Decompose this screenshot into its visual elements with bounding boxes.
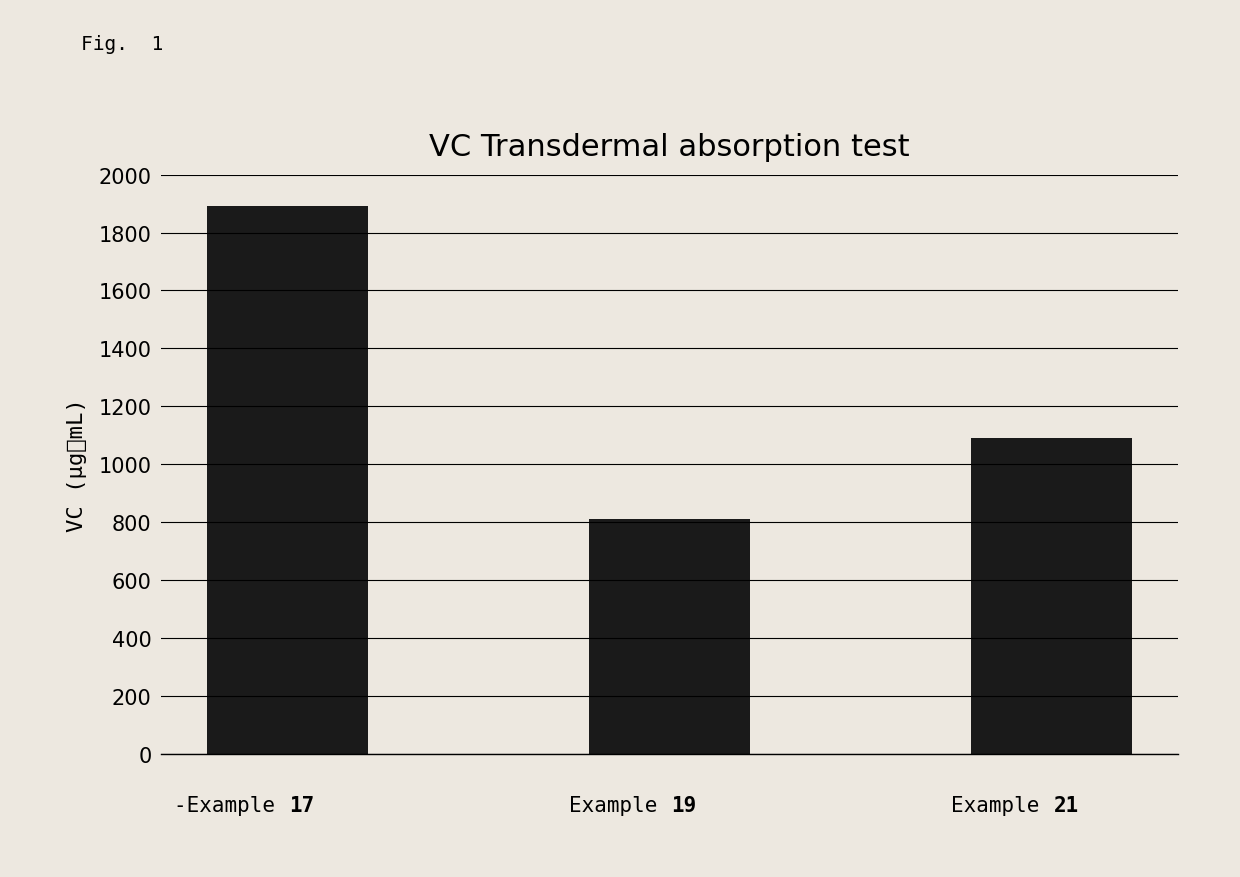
Text: Fig.  1: Fig. 1 xyxy=(81,35,162,54)
Text: Example: Example xyxy=(569,795,670,815)
Title: VC Transdermal absorption test: VC Transdermal absorption test xyxy=(429,133,910,162)
Bar xyxy=(589,520,750,754)
Text: Example: Example xyxy=(951,795,1052,815)
Text: 19: 19 xyxy=(672,795,697,815)
Text: -Example: -Example xyxy=(174,795,288,815)
Y-axis label: VC (μg／mL): VC (μg／mL) xyxy=(67,398,87,531)
Bar xyxy=(971,438,1132,754)
Bar xyxy=(207,207,368,754)
Text: 17: 17 xyxy=(290,795,315,815)
Text: 21: 21 xyxy=(1054,795,1079,815)
